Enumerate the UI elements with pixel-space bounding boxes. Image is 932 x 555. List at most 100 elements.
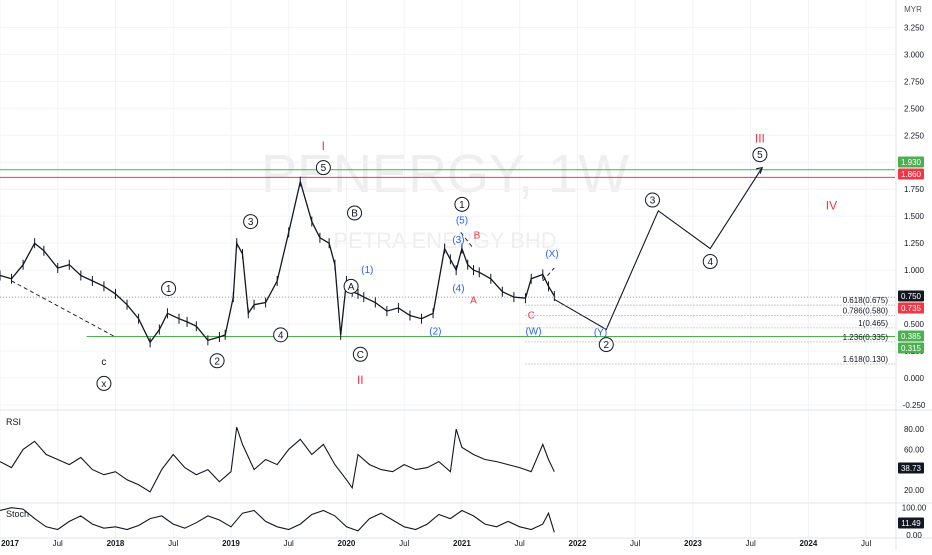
wave-label-0: I xyxy=(322,139,325,153)
stoch-tick-label-1: 0.00 xyxy=(906,531,922,540)
wave-label-26: 4 xyxy=(707,257,713,268)
wave-label-7: 1 xyxy=(166,284,172,295)
time-tick-label-0: 2017 xyxy=(1,539,19,548)
price-tick-label-8: 1.250 xyxy=(904,239,925,248)
wave-label-circle-4 xyxy=(343,278,359,294)
price-tick-label-1: 3.000 xyxy=(904,50,925,59)
fib-label-1: 0.786(0.580) xyxy=(843,306,889,315)
wave-label-8: 2 xyxy=(214,356,220,367)
wave-label-16: (5) xyxy=(456,215,468,226)
price-tick-label-0: 3.250 xyxy=(904,23,925,32)
price-series-line xyxy=(0,179,555,344)
price-badge-3: 0.735 xyxy=(901,304,922,313)
wave-label-circle-27 xyxy=(752,147,768,163)
wave-label-17: 1 xyxy=(459,200,465,211)
time-tick-label-13: Jul xyxy=(746,539,756,548)
fib-label-4: 1.618(0.130) xyxy=(843,355,889,364)
watermark-symbol: PENERGY, 1W xyxy=(261,144,629,204)
projection-path xyxy=(554,167,763,331)
wave-label-28: III xyxy=(755,132,765,146)
time-tick-label-2: 2018 xyxy=(107,539,125,548)
wave-label-6: II xyxy=(357,373,364,387)
wave-label-12: (1) xyxy=(361,265,373,276)
wave-label-5: C xyxy=(357,350,364,361)
wave-label-4: A xyxy=(348,282,355,293)
dashed-trendline-0 xyxy=(11,280,116,338)
wave-label-circle-7 xyxy=(161,280,177,296)
wave-label-25: 3 xyxy=(650,196,656,207)
price-badge-5: 0.315 xyxy=(901,344,922,353)
wave-label-27: 5 xyxy=(757,150,763,161)
price-badge-2: 0.750 xyxy=(901,292,922,301)
price-badge-1: 1.860 xyxy=(901,170,922,179)
price-tick-label-13: 0.000 xyxy=(904,374,925,383)
wave-label-circle-2 xyxy=(243,214,259,230)
price-tick-label-2: 2.750 xyxy=(904,77,925,86)
price-tick-label-7: 1.500 xyxy=(904,212,925,221)
price-tick-label-6: 1.750 xyxy=(904,185,925,194)
rsi-tick-label-3: 20.00 xyxy=(904,486,925,495)
fib-label-2: 1(0.465) xyxy=(858,319,888,328)
price-badge-0-bg xyxy=(898,156,924,168)
wave-label-15: (4) xyxy=(452,283,464,294)
stoch-line xyxy=(0,507,555,533)
time-tick-label-5: Jul xyxy=(284,539,294,548)
wave-label-3: B xyxy=(351,208,358,219)
stoch-value-badge: 11.49 xyxy=(901,519,921,528)
wave-label-21: (X) xyxy=(545,249,558,260)
wave-label-circle-5 xyxy=(352,346,368,362)
wave-label-circle-25 xyxy=(644,192,660,208)
wave-label-23: (Y) xyxy=(594,328,607,339)
time-tick-label-4: 2019 xyxy=(222,539,240,548)
dashed-trendline-2 xyxy=(542,267,555,282)
wave-label-9: 4 xyxy=(278,330,284,341)
time-tick-label-11: Jul xyxy=(630,539,640,548)
rsi-line xyxy=(0,427,555,493)
dashed-trendline-1 xyxy=(460,232,474,249)
time-tick-label-10: 2022 xyxy=(569,539,587,548)
time-tick-label-9: Jul xyxy=(515,539,525,548)
wave-label-22: (W) xyxy=(525,327,541,338)
wave-label-circle-3 xyxy=(347,205,363,221)
price-tick-label-3: 2.500 xyxy=(904,104,925,113)
time-tick-label-12: 2023 xyxy=(684,539,702,548)
price-tick-label-4: 2.250 xyxy=(904,131,925,140)
wave-label-20: C xyxy=(528,310,535,321)
wave-label-circle-24 xyxy=(598,337,614,353)
price-tick-label-14: -0.250 xyxy=(903,401,926,410)
rsi-tick-label-1: 60.00 xyxy=(904,445,925,454)
price-badge-0: 1.930 xyxy=(901,158,922,167)
fib-label-3: 1.236(0.335) xyxy=(843,333,889,342)
wave-label-11: x xyxy=(101,379,106,390)
time-tick-label-7: Jul xyxy=(399,539,409,548)
wave-label-circle-26 xyxy=(702,254,718,270)
projection-arrowhead xyxy=(756,166,764,174)
wave-label-circle-8 xyxy=(209,353,225,369)
rsi-tick-label-0: 80.00 xyxy=(904,425,925,434)
time-tick-label-3: Jul xyxy=(168,539,178,548)
price-tick-label-11: 0.500 xyxy=(904,320,925,329)
wave-label-circle-1 xyxy=(315,160,331,176)
wave-label-2: 3 xyxy=(248,217,254,228)
currency-label: MYR xyxy=(904,5,922,14)
rsi-value-badge: 38.73 xyxy=(901,464,922,473)
stoch-value-badge-bg xyxy=(898,517,924,529)
wave-label-19: A xyxy=(470,295,477,306)
time-tick-label-14: 2024 xyxy=(799,539,817,548)
rsi-value-badge-bg xyxy=(898,462,924,474)
stoch-title: Stoch xyxy=(6,509,29,519)
wave-label-circle-17 xyxy=(454,196,470,212)
price-badge-3-bg xyxy=(898,302,924,314)
wave-label-29: IV xyxy=(826,198,837,212)
price-badge-4-bg xyxy=(898,330,924,342)
price-badge-2-bg xyxy=(898,290,924,302)
wave-label-24: 2 xyxy=(604,340,610,351)
time-tick-label-1: Jul xyxy=(53,539,63,548)
wave-label-18: B xyxy=(474,231,481,242)
wave-label-circle-9 xyxy=(273,327,289,343)
fib-label-0: 0.618(0.675) xyxy=(843,296,889,305)
time-tick-label-6: 2020 xyxy=(338,539,356,548)
price-tick-label-9: 1.000 xyxy=(904,266,925,275)
